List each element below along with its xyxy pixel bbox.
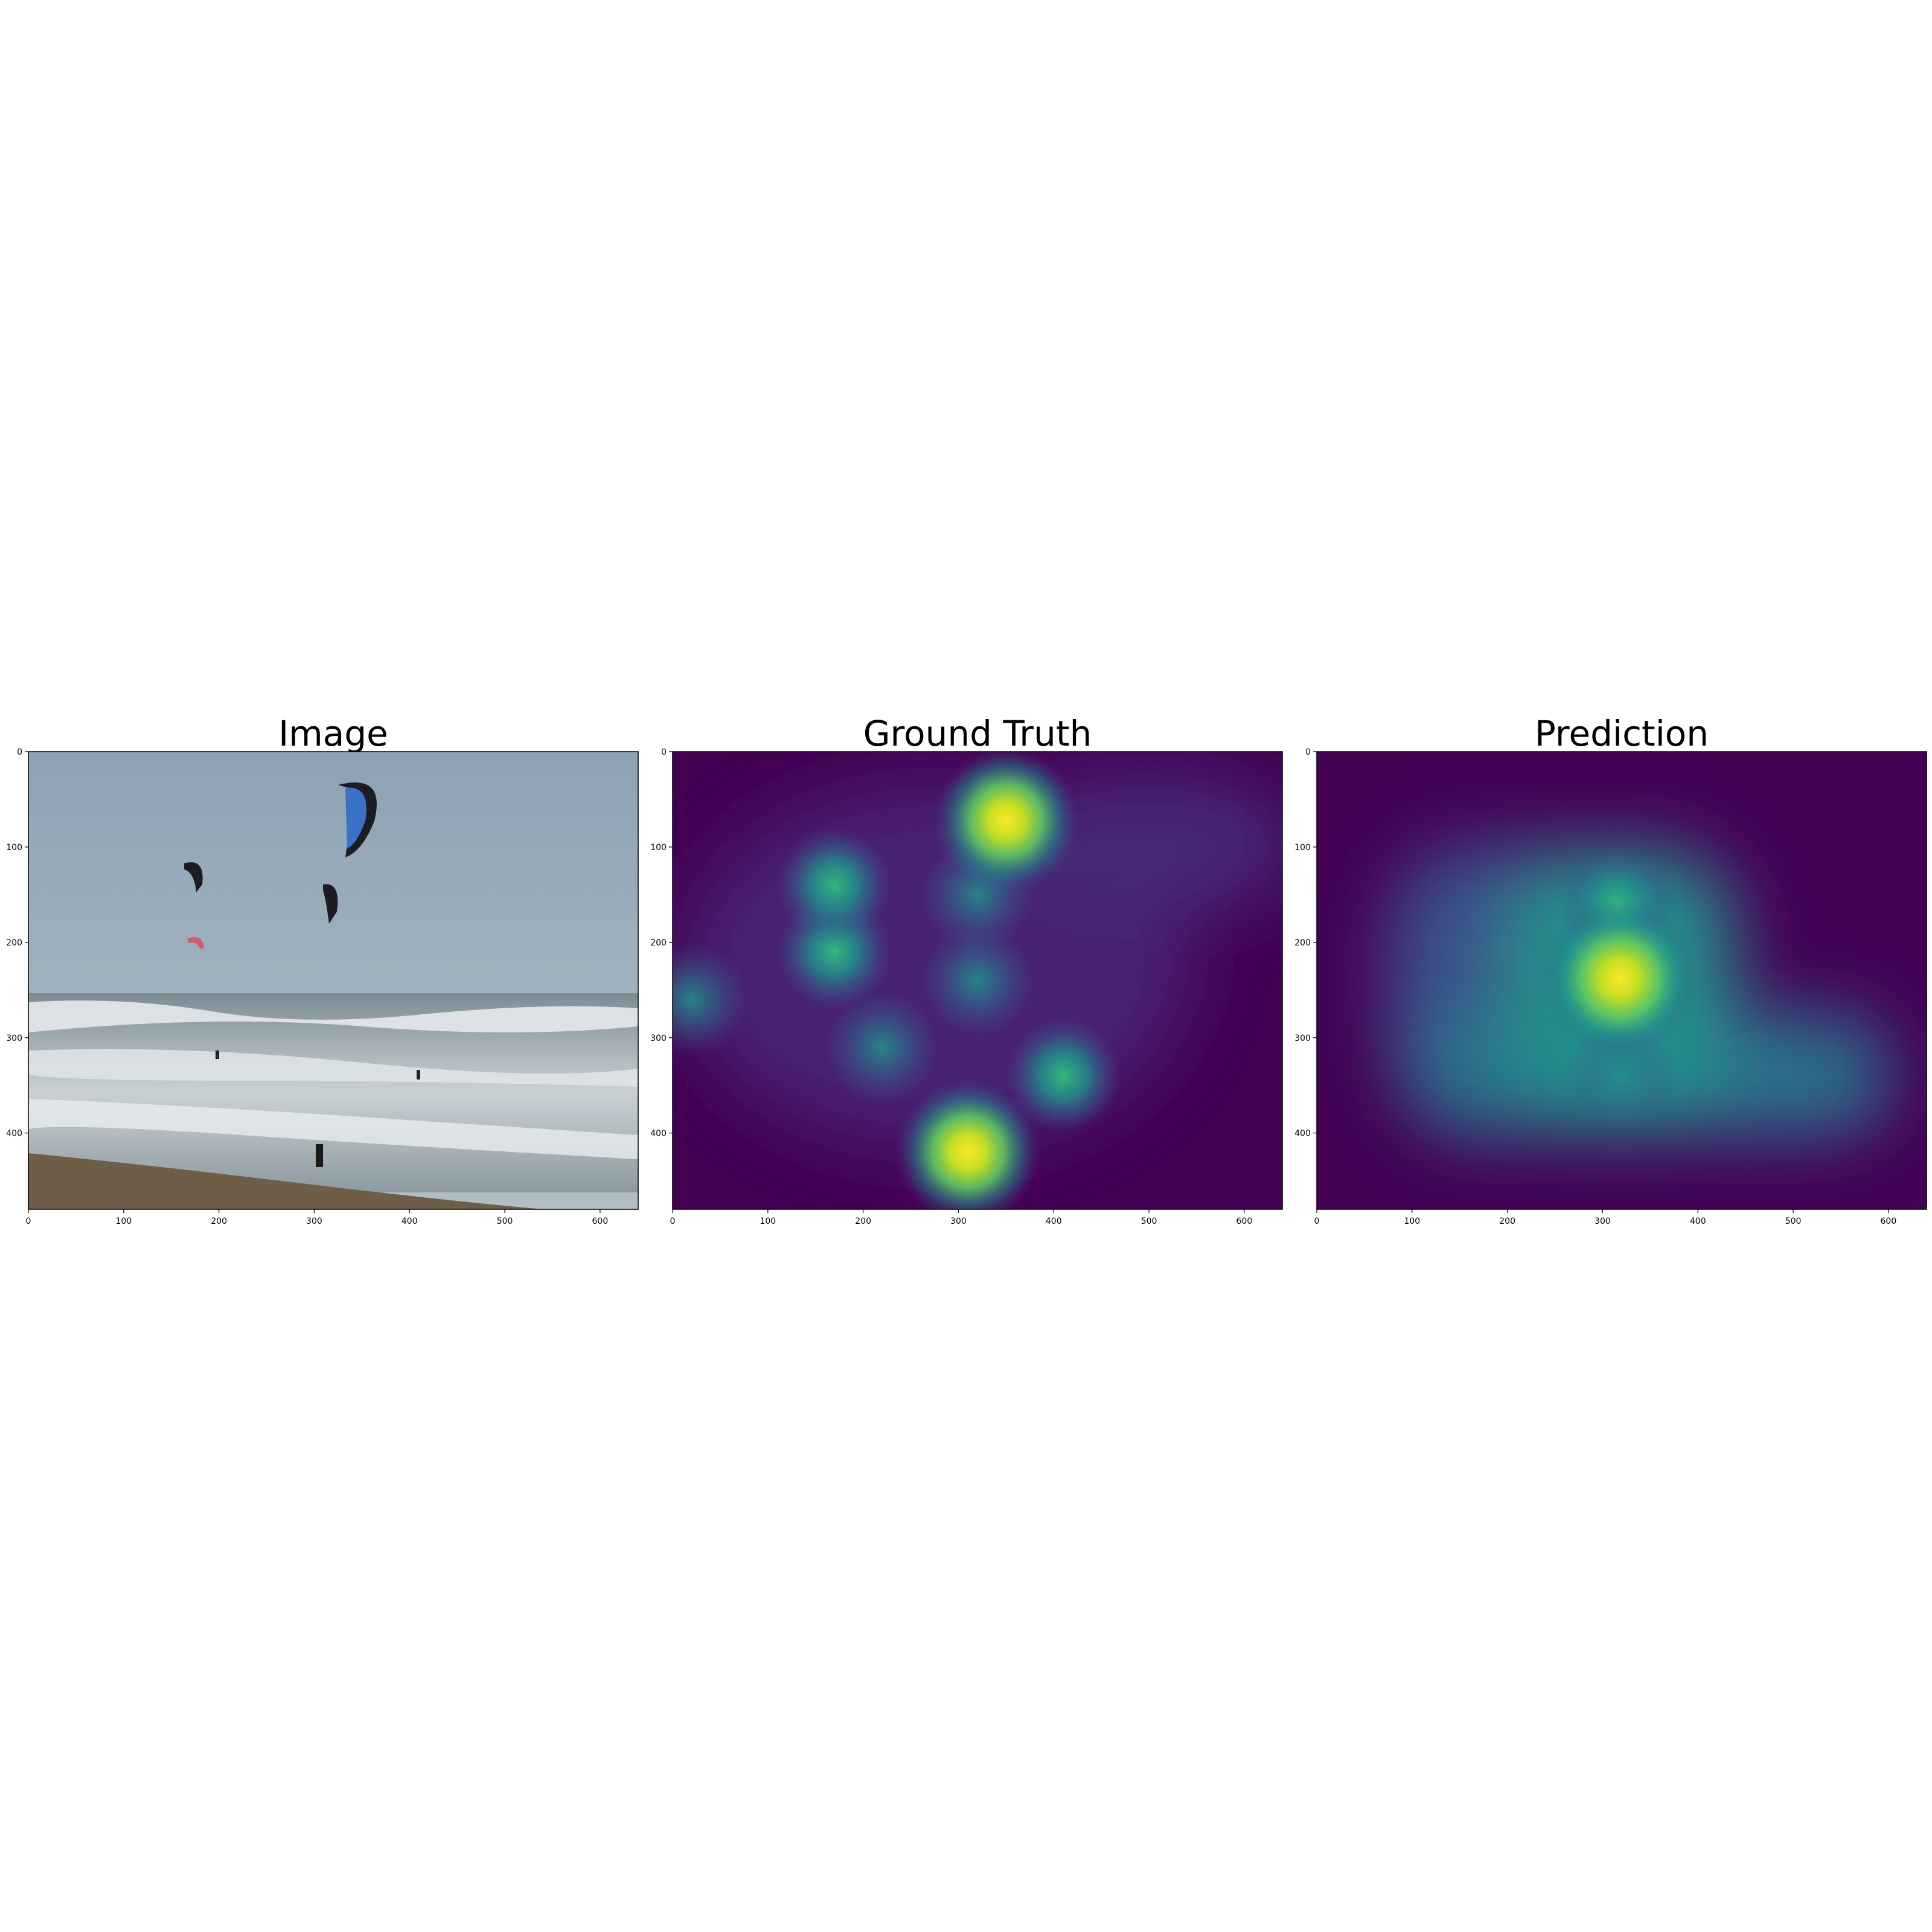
x-axis-ticks: 0 100 200 300 400 500 600 0 100 200 300 400 [650, 747, 1252, 1226]
heatmap-ground-truth [673, 752, 1282, 1209]
kite-large [338, 782, 377, 857]
axes-frame [28, 751, 639, 1210]
y-tick-label: 300 [1294, 1034, 1311, 1043]
y-tick-label: 0 [661, 747, 667, 757]
y-tick-label: 0 [17, 747, 22, 757]
x-tick-label: 600 [592, 1217, 609, 1226]
sand [28, 1153, 543, 1209]
y-tick-label: 0 [1305, 747, 1311, 757]
heatmap-hotspot [895, 1080, 1041, 1209]
kite-small [323, 884, 338, 924]
hotspot-layer [673, 752, 1121, 1209]
y-tick-label: 400 [1294, 1129, 1311, 1139]
y-tick-label: 300 [6, 1034, 22, 1043]
axes-frame [672, 751, 1283, 1210]
x-tick-label: 200 [211, 1217, 227, 1226]
person [316, 1144, 323, 1167]
x-tick-label: 500 [1785, 1217, 1802, 1226]
y-tick-label: 200 [1294, 938, 1311, 948]
surf-band [28, 1049, 638, 1087]
x-tick-label: 100 [115, 1217, 132, 1226]
heatmap-hotspot [920, 923, 1035, 1038]
surf-band [28, 1000, 638, 1032]
panel-prediction: Prediction 0 100 200 300 400 500 600 0 100 200 300… [1294, 713, 1927, 1226]
x-tick-label: 300 [1595, 1217, 1611, 1226]
heatmap-hotspot [777, 828, 892, 943]
y-tick-label: 400 [650, 1129, 667, 1139]
x-tick-label: 100 [760, 1217, 776, 1226]
x-tick-label: 200 [855, 1217, 871, 1226]
panel-title-prediction: Prediction [1535, 713, 1709, 754]
x-axis-ticks: 0 100 200 300 400 500 600 0 100 200 300 400 [1294, 747, 1896, 1226]
x-tick-label: 0 [1314, 1217, 1320, 1226]
panel-title-image: Image [278, 713, 388, 754]
kite-large-blue [345, 787, 366, 848]
x-tick-label: 100 [1404, 1217, 1420, 1226]
x-tick-label: 300 [306, 1217, 322, 1226]
y-tick-label: 400 [6, 1129, 22, 1139]
y-tick-label: 200 [6, 938, 22, 948]
y-tick-label: 100 [6, 843, 22, 852]
heatmap-hotspot [1541, 900, 1698, 1057]
panel-image: Image 0 100 200 300 400 500 600 0 100 200 300 400 [6, 713, 639, 1226]
person [216, 1051, 219, 1059]
photo [28, 752, 638, 1209]
x-tick-label: 600 [1881, 1217, 1897, 1226]
x-tick-label: 600 [1236, 1217, 1253, 1226]
panel-title-ground-truth: Ground Truth [863, 713, 1092, 754]
hotspot-layer [1541, 846, 1698, 1133]
kite-small [184, 862, 203, 892]
heatmap-prediction [1317, 752, 1927, 1209]
x-tick-label: 0 [670, 1217, 676, 1226]
x-tick-label: 500 [497, 1217, 513, 1226]
y-tick-label: 100 [1294, 843, 1311, 852]
person [417, 1070, 420, 1080]
panel-ground-truth: Ground Truth 0 100 200 300 400 500 600 0 100 200 3… [650, 713, 1283, 1226]
x-tick-label: 500 [1141, 1217, 1157, 1226]
x-axis-ticks: 0 100 200 300 400 500 600 0 100 200 300 400 [6, 747, 608, 1226]
x-tick-label: 300 [950, 1217, 967, 1226]
heatmap-hotspot [933, 752, 1079, 893]
x-tick-label: 400 [1690, 1217, 1706, 1226]
x-tick-label: 0 [26, 1217, 31, 1226]
y-tick-label: 200 [650, 938, 667, 948]
x-tick-label: 400 [401, 1217, 418, 1226]
kite-red [187, 937, 204, 949]
x-tick-label: 200 [1499, 1217, 1515, 1226]
axes-frame [1316, 751, 1927, 1210]
y-tick-label: 300 [650, 1034, 667, 1043]
heatmap-hotspot [825, 990, 940, 1105]
heatmap-hotspot [673, 942, 749, 1057]
y-tick-label: 100 [650, 843, 667, 852]
surf-band [28, 1099, 638, 1159]
x-tick-label: 400 [1046, 1217, 1062, 1226]
heatmap-hotspot [1006, 1018, 1121, 1133]
